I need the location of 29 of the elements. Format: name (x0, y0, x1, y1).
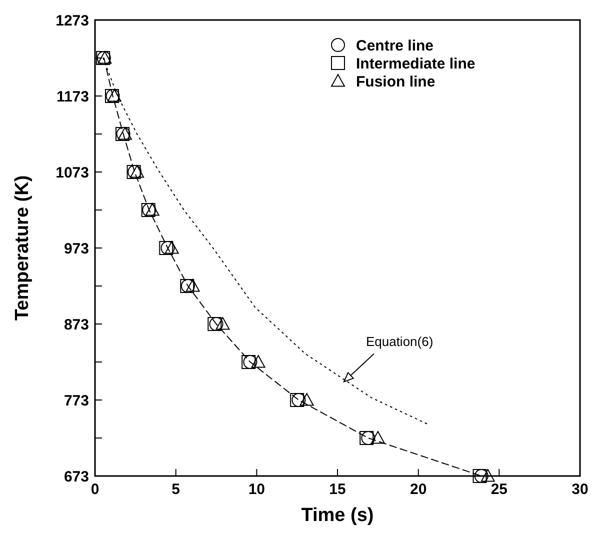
x-axis-title: Time (s) (301, 505, 374, 526)
legend-label: Intermediate line (356, 55, 476, 72)
x-tick-label: 25 (490, 481, 508, 498)
point (370, 431, 385, 444)
point (216, 317, 230, 330)
y-tick-label: 773 (64, 392, 89, 410)
point (251, 355, 266, 368)
y-tick-label: 673 (64, 468, 89, 486)
x-tick-label: 30 (572, 481, 588, 498)
point (130, 165, 144, 178)
y-tick-label: 873 (64, 316, 89, 334)
point (145, 203, 160, 216)
point (300, 393, 314, 406)
x-tick-label: 5 (172, 481, 180, 498)
x-tick-label: 0 (90, 481, 100, 498)
x-tick-label: 10 (248, 481, 266, 498)
y-axis-title: Temperature (K) (12, 175, 33, 321)
point (164, 241, 179, 254)
point (480, 469, 495, 482)
y-tick-label: 1173 (56, 88, 89, 106)
x-tick-label: 20 (410, 481, 427, 498)
y-tick-label: 1073 (56, 164, 89, 182)
legend-label: Fusion line (356, 73, 436, 90)
point (186, 279, 200, 292)
y-tick-label: 973 (64, 240, 89, 258)
annotation: Equation(6) (366, 334, 434, 349)
x-tick-label: 15 (329, 481, 346, 498)
legend-label: Centre line (356, 37, 434, 54)
y-tick-label: 1273 (56, 12, 89, 30)
